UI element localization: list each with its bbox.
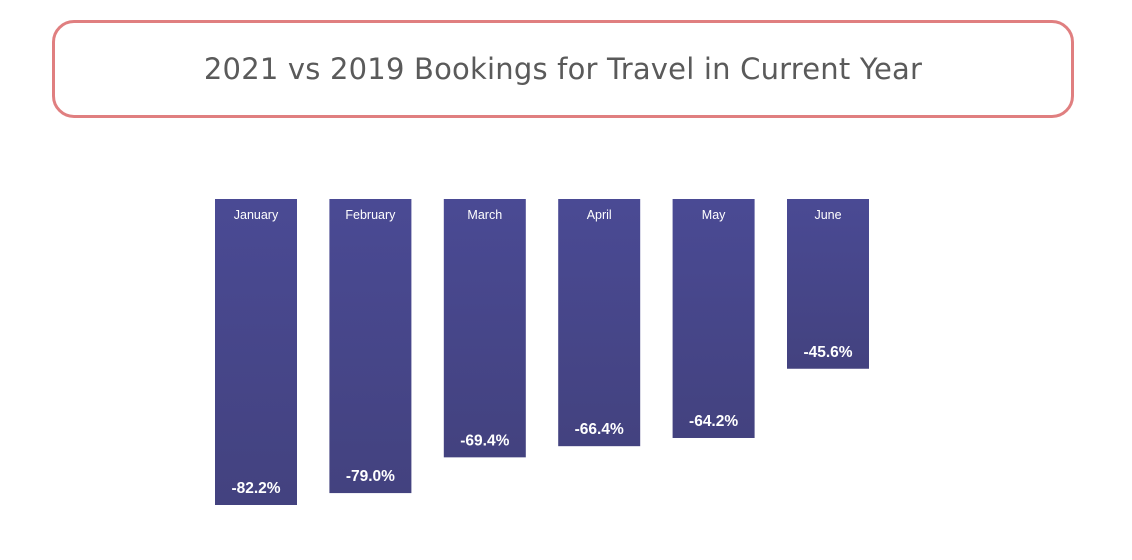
bar-march: [443, 199, 526, 458]
category-label-april: April: [587, 208, 612, 222]
bar-april: [558, 199, 641, 447]
chart-title-box: 2021 vs 2019 Bookings for Travel in Curr…: [52, 20, 1074, 118]
bar-january: [215, 199, 297, 505]
value-label-february: -79.0%: [346, 468, 395, 485]
category-label-may: May: [702, 208, 726, 222]
bar-june: [787, 199, 869, 369]
value-label-march: -69.4%: [460, 432, 509, 449]
bar-may: [672, 199, 755, 438]
bars-group: January -82.2% February -79.0% March -69.4% Ap…: [215, 199, 869, 505]
value-label-january: -82.2%: [231, 480, 280, 497]
value-label-may: -64.2%: [689, 413, 738, 430]
category-label-january: January: [234, 208, 279, 222]
category-label-march: March: [467, 208, 502, 222]
chart-title: 2021 vs 2019 Bookings for Travel in Curr…: [203, 52, 923, 86]
value-label-june: -45.6%: [803, 344, 852, 361]
category-label-february: February: [345, 208, 396, 222]
value-label-april: -66.4%: [575, 421, 624, 438]
category-label-june: June: [814, 208, 841, 222]
bar-february: [329, 199, 412, 494]
